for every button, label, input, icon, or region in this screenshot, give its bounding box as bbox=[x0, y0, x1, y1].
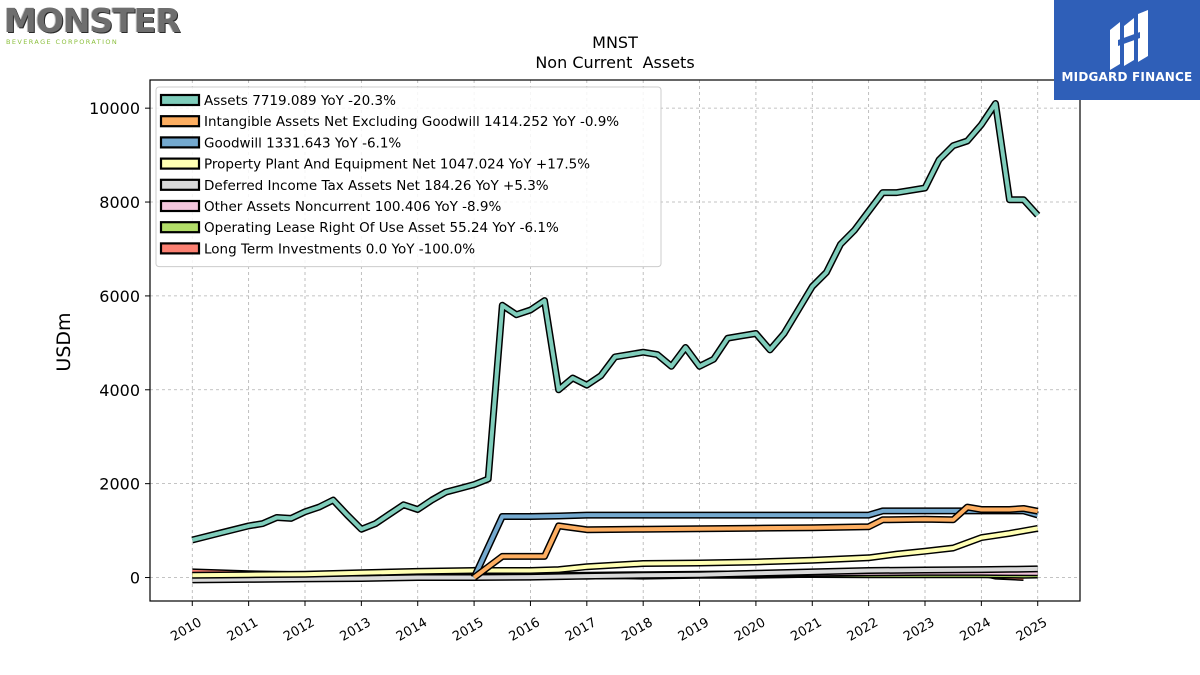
x-tick-label: 2021 bbox=[788, 615, 824, 645]
legend-entry: Goodwill 1331.643 YoY -6.1% bbox=[204, 135, 401, 151]
x-tick-label: 2013 bbox=[338, 615, 374, 645]
chart-subtitle: Non Current Assets bbox=[535, 53, 694, 72]
legend-swatch bbox=[159, 221, 201, 234]
x-tick-label: 2023 bbox=[901, 615, 937, 645]
chart-title: MNST bbox=[592, 33, 638, 52]
y-tick-label: 8000 bbox=[99, 193, 140, 212]
midgard-mark-icon bbox=[1110, 10, 1148, 70]
plot-frame bbox=[149, 79, 1081, 602]
monster-logo-word: MONSTER bbox=[4, 1, 181, 40]
legend-entry: Deferred Income Tax Assets Net 184.26 Yo… bbox=[204, 178, 549, 194]
x-tick-label: 2019 bbox=[676, 615, 712, 645]
x-tick-label: 2020 bbox=[732, 615, 768, 645]
legend-swatch bbox=[159, 136, 201, 149]
x-tick-label: 2011 bbox=[225, 615, 261, 645]
legend-entry: Long Term Investments 0.0 YoY -100.0% bbox=[204, 241, 475, 257]
monster-logo-sub: BEVERAGE CORPORATION bbox=[6, 38, 119, 46]
y-axis: 0 2000 4000 6000 8000 10000 bbox=[89, 99, 150, 588]
legend-entry: Property Plant And Equipment Net 1047.02… bbox=[204, 157, 590, 173]
legend-swatch bbox=[159, 157, 201, 170]
monster-logo: MONSTER BEVERAGE CORPORATION bbox=[4, 1, 181, 47]
legend-entry: Assets 7719.089 YoY -20.3% bbox=[204, 93, 396, 109]
series-lines bbox=[191, 100, 1041, 584]
x-tick-label: 2017 bbox=[563, 615, 599, 645]
y-tick-label: 4000 bbox=[99, 381, 140, 400]
series-line-deferred-income-tax-assets-net bbox=[192, 566, 1038, 582]
legend-swatch bbox=[159, 93, 201, 107]
legend-box bbox=[155, 86, 662, 268]
series-line-assets bbox=[191, 101, 1040, 542]
legend-entry: Intangible Assets Net Excluding Goodwill… bbox=[204, 114, 619, 130]
y-tick-label: 6000 bbox=[99, 287, 140, 306]
legend-entry: Other Assets Noncurrent 100.406 YoY -8.9… bbox=[204, 199, 501, 215]
y-axis-label: USDm bbox=[53, 312, 75, 371]
x-tick-label: 2016 bbox=[507, 615, 543, 645]
x-axis: 2010 2011 2012 2013 2014 2015 2016 2017 2018 2019… bbox=[168, 601, 1050, 645]
x-tick-label: 2015 bbox=[450, 615, 486, 645]
series-line-property-plant-and-equipment-net bbox=[192, 526, 1039, 578]
x-tick-label: 2025 bbox=[1014, 615, 1050, 645]
x-tick-label: 2012 bbox=[281, 615, 317, 645]
x-tick-label: 2024 bbox=[958, 615, 994, 645]
legend-swatch bbox=[159, 115, 201, 128]
x-tick-label: 2018 bbox=[619, 615, 655, 645]
legend-swatch bbox=[159, 199, 201, 213]
midgard-finance-logo: MIDGARD FINANCE bbox=[1054, 0, 1200, 100]
legend-entry: Operating Lease Right Of Use Asset 55.24… bbox=[204, 220, 559, 236]
x-tick-label: 2010 bbox=[168, 615, 204, 645]
series-line-intangible-assets-net-excluding-goodwill bbox=[472, 505, 1039, 580]
midgard-brand-text: MIDGARD FINANCE bbox=[1061, 70, 1193, 84]
legend-swatch bbox=[159, 178, 201, 191]
x-tick-label: 2022 bbox=[845, 615, 881, 645]
legend-swatch bbox=[159, 242, 201, 255]
x-tick-label: 2014 bbox=[394, 615, 430, 645]
legend: Assets 7719.089 YoY -20.3% Intangible Ass… bbox=[155, 86, 662, 268]
y-tick-label: 0 bbox=[130, 569, 140, 588]
y-tick-label: 10000 bbox=[89, 99, 140, 118]
y-tick-label: 2000 bbox=[99, 475, 140, 494]
